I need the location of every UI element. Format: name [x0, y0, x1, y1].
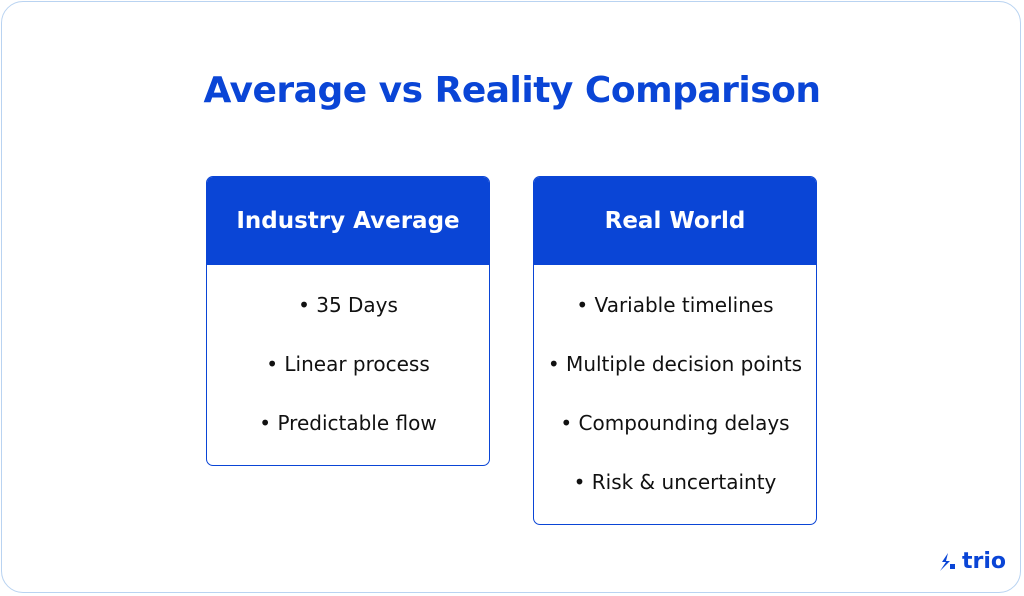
card-item: • 35 Days	[298, 293, 398, 317]
card-header: Industry Average	[207, 177, 489, 265]
card-header: Real World	[534, 177, 816, 265]
logo-text: trio	[961, 549, 1006, 574]
card-item: • Multiple decision points	[547, 352, 803, 376]
card-item: • Compounding delays	[560, 411, 790, 435]
logo: trio	[938, 549, 1006, 574]
card-item: • Predictable flow	[259, 411, 437, 435]
logo-icon	[939, 552, 955, 571]
card-item: • Risk & uncertainty	[573, 470, 777, 494]
card: Real World • Variable timelines • Multiple…	[533, 176, 817, 525]
card-item: • Variable timelines	[576, 293, 774, 317]
card-items: • Variable timelines • Multiple decision …	[534, 265, 816, 524]
card-item: • Linear process	[266, 352, 430, 376]
card-items: • 35 Days • Linear process • Predictable f…	[207, 265, 489, 465]
title: Average vs Reality Comparison	[203, 70, 821, 111]
card: Industry Average • 35 Days • Linear proces…	[206, 176, 490, 466]
